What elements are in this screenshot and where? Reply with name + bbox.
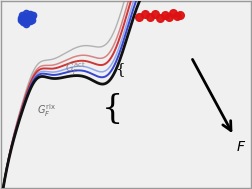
Text: $F$: $F$: [236, 139, 246, 153]
Text: {: {: [115, 62, 124, 76]
Text: {: {: [102, 93, 123, 125]
Text: $G_F^{\mathrm{rlx}}$: $G_F^{\mathrm{rlx}}$: [37, 102, 56, 119]
Text: $G_F^{\mathrm{act}}$: $G_F^{\mathrm{act}}$: [65, 60, 86, 77]
